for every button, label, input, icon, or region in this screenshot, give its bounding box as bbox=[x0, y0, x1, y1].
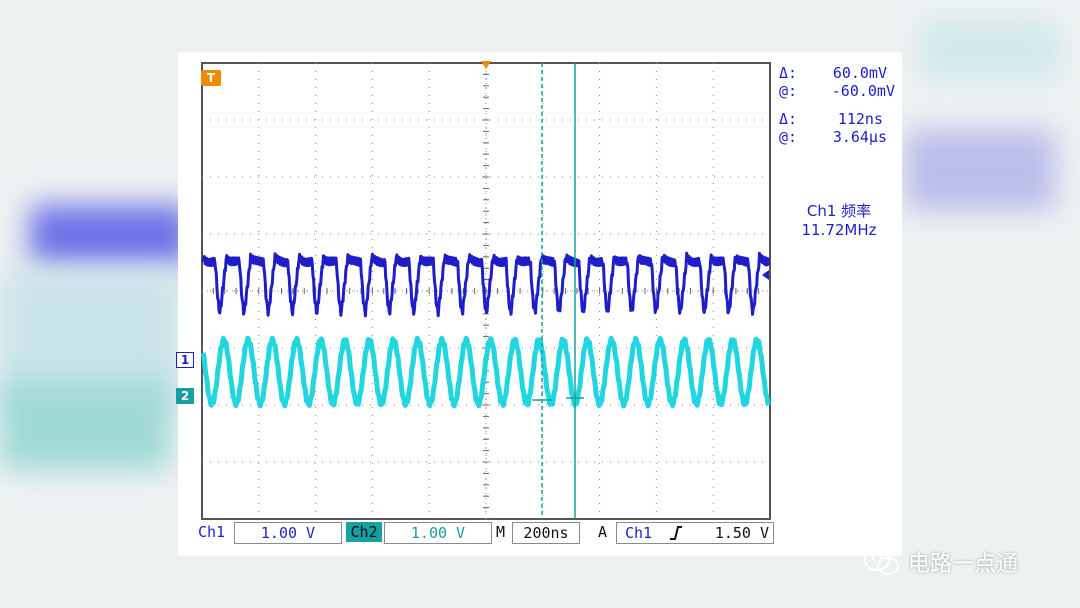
time-at-value: 3.64µs bbox=[832, 128, 887, 146]
voltage-at-readout: @: -60.0mV bbox=[779, 82, 895, 100]
at-symbol: @: bbox=[779, 128, 798, 146]
trace-markers bbox=[481, 61, 769, 280]
ch2-scale[interactable]: 1.00 V bbox=[384, 522, 492, 544]
watermark-text: 电路一点通 bbox=[908, 552, 1019, 577]
trigger-level-arrow bbox=[762, 270, 769, 280]
cursor-lines bbox=[532, 63, 584, 519]
ch1-level-marker[interactable]: 1 bbox=[176, 352, 194, 368]
background-blur bbox=[0, 380, 170, 470]
measurement-value: 11.72MHz bbox=[801, 221, 877, 239]
time-delta-value: 112ns bbox=[837, 110, 883, 128]
ch2-waveform bbox=[200, 335, 771, 409]
timebase-label: M bbox=[496, 523, 506, 541]
delta-symbol: Δ: bbox=[779, 64, 798, 82]
trigger-source: Ch1 bbox=[625, 524, 653, 542]
time-at-readout: @: 3.64µs bbox=[779, 128, 887, 146]
status-bar: Ch1 1.00 V Ch2 1.00 V M 200ns A Ch1 1.50… bbox=[198, 522, 774, 544]
trigger-settings[interactable]: Ch1 1.50 V bbox=[616, 522, 774, 544]
background-blur bbox=[920, 20, 1060, 80]
voltage-delta-value: 60.0mV bbox=[832, 64, 887, 82]
ch1-frequency-measurement: Ch1 频率 11.72MHz bbox=[779, 202, 899, 240]
trigger-position-marker: T bbox=[201, 70, 221, 86]
voltage-delta-readout: Δ: 60.0mV bbox=[779, 64, 887, 82]
trigger-time-marker bbox=[481, 61, 491, 69]
trigger-level: 1.50 V bbox=[714, 524, 769, 542]
ch1-waveform bbox=[201, 251, 771, 318]
at-symbol: @: bbox=[779, 82, 798, 100]
voltage-at-value: -60.0mV bbox=[831, 82, 895, 100]
trigger-label: A bbox=[598, 523, 608, 541]
delta-symbol: Δ: bbox=[779, 110, 798, 128]
background-blur bbox=[905, 130, 1055, 210]
graticule-grid bbox=[201, 62, 771, 520]
ch2-level-marker[interactable]: 2 bbox=[176, 388, 194, 404]
ch1-label[interactable]: Ch1 bbox=[198, 523, 226, 541]
timebase-value[interactable]: 200ns bbox=[512, 522, 580, 544]
ch2-label[interactable]: Ch2 bbox=[346, 522, 382, 542]
time-delta-readout: Δ: 112ns bbox=[779, 110, 883, 128]
measurement-label: Ch1 频率 bbox=[806, 202, 872, 220]
ch1-scale[interactable]: 1.00 V bbox=[234, 522, 342, 544]
waveform-traces bbox=[200, 251, 771, 409]
background-blur bbox=[30, 205, 190, 265]
rising-edge-icon bbox=[670, 526, 682, 540]
wechat-icon bbox=[864, 549, 899, 575]
watermark: 电路一点通 bbox=[862, 545, 1018, 579]
